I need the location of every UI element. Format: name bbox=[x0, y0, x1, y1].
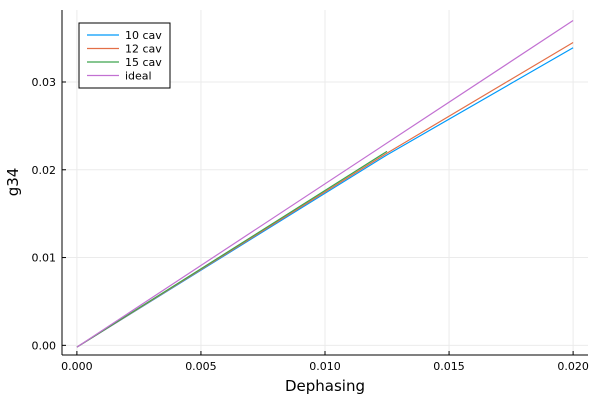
legend-label: 15 cav bbox=[125, 56, 162, 69]
x-tick-label: 0.020 bbox=[557, 360, 589, 373]
series-line-ideal bbox=[76, 20, 574, 348]
x-tick-label: 0.000 bbox=[61, 360, 93, 373]
x-tick-label: 0.005 bbox=[185, 360, 217, 373]
series-line-15-cav bbox=[76, 150, 388, 348]
x-tick-label: 0.015 bbox=[433, 360, 465, 373]
legend-label: ideal bbox=[125, 70, 152, 83]
legend-label: 10 cav bbox=[125, 29, 162, 42]
ticks-layer: 0.000 0.005 0.010 0.015 0.020 0.00 0.01 0.02 0.0… bbox=[32, 76, 589, 373]
legend-label: 12 cav bbox=[125, 43, 162, 56]
series-layer bbox=[76, 20, 574, 348]
y-tick-label: 0.02 bbox=[32, 164, 57, 177]
y-tick-label: 0.00 bbox=[32, 339, 57, 352]
x-tick-label: 0.010 bbox=[309, 360, 341, 373]
x-axis-title: Dephasing bbox=[285, 377, 365, 395]
y-axis-title: g34 bbox=[4, 168, 22, 197]
y-tick-label: 0.03 bbox=[32, 76, 57, 89]
legend-box bbox=[78, 22, 171, 89]
y-tick-label: 0.01 bbox=[32, 252, 57, 265]
grid-layer bbox=[62, 10, 588, 355]
